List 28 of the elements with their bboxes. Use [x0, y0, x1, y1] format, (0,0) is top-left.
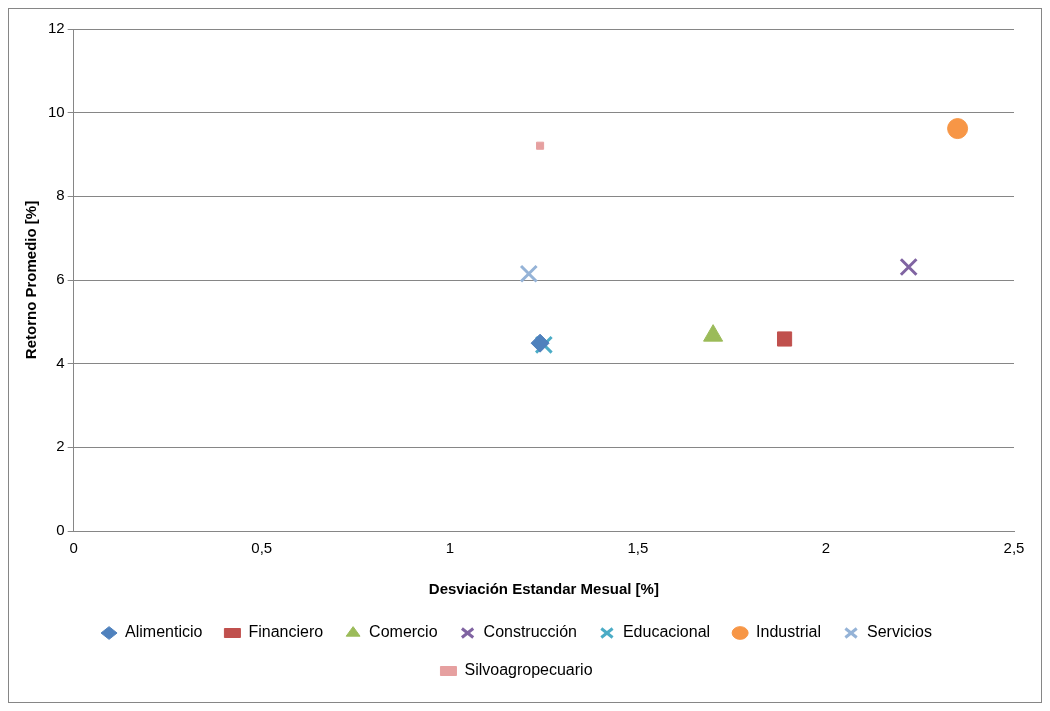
legend-label: Alimenticio	[125, 623, 203, 641]
point	[899, 257, 918, 277]
y-tick-label: 2	[56, 437, 65, 455]
x-tick-label: 0,5	[251, 539, 273, 557]
legend-label: Servicios	[867, 623, 932, 641]
y-tick-label: 4	[56, 353, 65, 371]
x-tick-label: 1,5	[627, 539, 649, 557]
point	[519, 264, 539, 283]
y-tick-label: 6	[56, 270, 65, 288]
legend-label: Educacional	[622, 623, 711, 641]
legend-label: Comercio	[369, 623, 438, 641]
point	[947, 118, 969, 140]
y-tick-label: 0	[56, 521, 65, 539]
x-tick-label: 2	[821, 539, 831, 557]
y-tick-label: 10	[48, 102, 65, 120]
x-tick-label: 0	[69, 539, 78, 557]
y-tick-label: 8	[56, 186, 65, 204]
legend-label: Industrial	[756, 623, 822, 641]
point	[776, 331, 793, 347]
legend-label: Construcción	[483, 623, 577, 641]
point	[536, 141, 545, 150]
y-tick-label: 12	[48, 19, 65, 37]
x-axis-title: Desviación Estandar Mesual [%]	[428, 580, 659, 598]
x-tick-label: 1	[445, 539, 454, 557]
y-axis-title: Retorno Promedio [%]	[22, 200, 40, 360]
legend-label: Financiero	[248, 623, 324, 641]
legend-label: Silvoagropecuario	[464, 661, 593, 679]
x-tick-label: 2,5	[1003, 539, 1025, 557]
